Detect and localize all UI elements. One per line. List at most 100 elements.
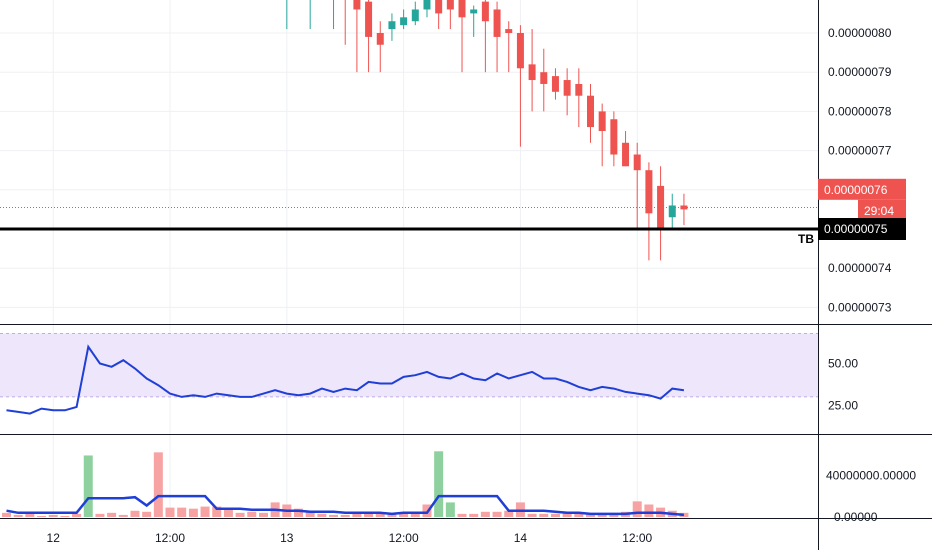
price-axis[interactable]: 0.00000080 0.00000079 0.00000078 0.00000077…: [826, 26, 916, 524]
candle[interactable]: [435, 0, 443, 14]
price-tick-label: 0.00000078: [828, 104, 892, 118]
rsi-tick-label: 25.00: [828, 398, 858, 412]
candle[interactable]: [423, 0, 431, 10]
volume-bar[interactable]: [679, 512, 689, 517]
volume-bar[interactable]: [597, 513, 607, 517]
volume-bar[interactable]: [235, 512, 245, 517]
volume-bar[interactable]: [13, 514, 23, 517]
volume-bar[interactable]: [25, 513, 35, 517]
volume-bar[interactable]: [609, 513, 619, 517]
volume-bar[interactable]: [223, 507, 233, 517]
time-tick-label: 12:00: [155, 531, 185, 545]
candle[interactable]: [388, 21, 396, 30]
candle[interactable]: [376, 33, 384, 45]
volume-bar[interactable]: [212, 506, 222, 517]
volume-bar[interactable]: [305, 511, 315, 517]
tb-line-label[interactable]: TB: [798, 232, 814, 246]
volume-bar[interactable]: [457, 513, 467, 517]
volume-bar[interactable]: [200, 506, 210, 517]
volume-bar[interactable]: [83, 455, 93, 517]
time-tick-label: 14: [514, 531, 528, 545]
candle[interactable]: [446, 0, 454, 10]
volume-bar[interactable]: [130, 510, 140, 517]
volume-bar[interactable]: [375, 513, 385, 517]
volume-bar[interactable]: [539, 513, 549, 517]
volume-bar[interactable]: [72, 513, 82, 517]
candle[interactable]: [551, 76, 559, 92]
candle[interactable]: [493, 9, 501, 37]
volume-bar[interactable]: [294, 508, 303, 517]
candle[interactable]: [411, 9, 419, 22]
volume-bar[interactable]: [632, 501, 642, 517]
volume-tick-label: 40000000.00000: [826, 468, 916, 482]
candle[interactable]: [505, 29, 513, 33]
volume-bar[interactable]: [37, 515, 47, 517]
volume-pane[interactable]: [2, 451, 689, 517]
candle[interactable]: [563, 80, 571, 96]
volume-bar[interactable]: [504, 510, 514, 517]
volume-bar[interactable]: [153, 452, 163, 517]
volume-bar[interactable]: [586, 513, 595, 517]
volume-bar[interactable]: [329, 514, 339, 517]
volume-bar[interactable]: [492, 511, 502, 517]
volume-bar[interactable]: [188, 508, 198, 517]
volume-bar[interactable]: [118, 514, 128, 517]
volume-bar[interactable]: [574, 512, 584, 517]
candle[interactable]: [598, 111, 606, 131]
volume-bar[interactable]: [142, 511, 152, 517]
volume-bar[interactable]: [340, 514, 350, 517]
volume-bar[interactable]: [2, 512, 11, 517]
candle[interactable]: [365, 1, 373, 37]
candle[interactable]: [353, 0, 361, 10]
last-price-label: 0.00000076: [824, 183, 888, 197]
price-pane[interactable]: [0, 0, 818, 261]
candle[interactable]: [633, 154, 641, 171]
candle[interactable]: [680, 205, 688, 210]
volume-bar[interactable]: [410, 511, 420, 517]
tb-line-tag-bg: [818, 218, 906, 240]
candle[interactable]: [668, 205, 676, 218]
candle[interactable]: [481, 1, 489, 22]
volume-bar[interactable]: [434, 451, 444, 517]
volume-bar[interactable]: [352, 512, 362, 517]
volume-bar[interactable]: [95, 513, 105, 517]
volume-bar[interactable]: [480, 511, 490, 517]
volume-tick-label: 0.00000: [834, 510, 878, 524]
volume-bar[interactable]: [445, 502, 455, 517]
volume-bar[interactable]: [364, 513, 374, 517]
volume-bar[interactable]: [177, 507, 187, 517]
time-axis[interactable]: 12 12:00 13 12:00 14 12:00: [47, 531, 653, 545]
candle[interactable]: [575, 83, 583, 96]
candle[interactable]: [622, 142, 630, 167]
volume-bar[interactable]: [644, 504, 654, 517]
candle[interactable]: [610, 119, 618, 155]
candle[interactable]: [470, 9, 478, 14]
candle[interactable]: [645, 170, 653, 214]
candle[interactable]: [516, 33, 524, 69]
candle[interactable]: [587, 95, 594, 128]
volume-bar[interactable]: [527, 513, 537, 517]
volume-bar[interactable]: [317, 513, 327, 517]
volume-bar[interactable]: [247, 511, 257, 517]
volume-bar[interactable]: [469, 513, 479, 517]
volume-bar[interactable]: [258, 512, 268, 517]
volume-bar[interactable]: [562, 512, 572, 517]
volume-bar[interactable]: [60, 515, 70, 517]
time-tick-label: 13: [280, 531, 294, 545]
volume-bar[interactable]: [387, 513, 397, 517]
volume-bar[interactable]: [107, 512, 117, 517]
candle[interactable]: [400, 17, 408, 26]
volume-bar[interactable]: [550, 513, 560, 517]
candle[interactable]: [540, 72, 548, 84]
volume-bar[interactable]: [165, 507, 175, 517]
rsi-pane[interactable]: [0, 332, 818, 415]
time-tick-label: 12: [47, 531, 61, 545]
candle[interactable]: [458, 0, 466, 18]
volume-bar[interactable]: [399, 512, 409, 517]
candle[interactable]: [528, 64, 536, 81]
rsi-line[interactable]: [6, 344, 685, 415]
volume-ma-line[interactable]: [6, 494, 685, 517]
price-tick-label: 0.00000079: [828, 65, 892, 79]
volume-bar[interactable]: [48, 514, 58, 517]
